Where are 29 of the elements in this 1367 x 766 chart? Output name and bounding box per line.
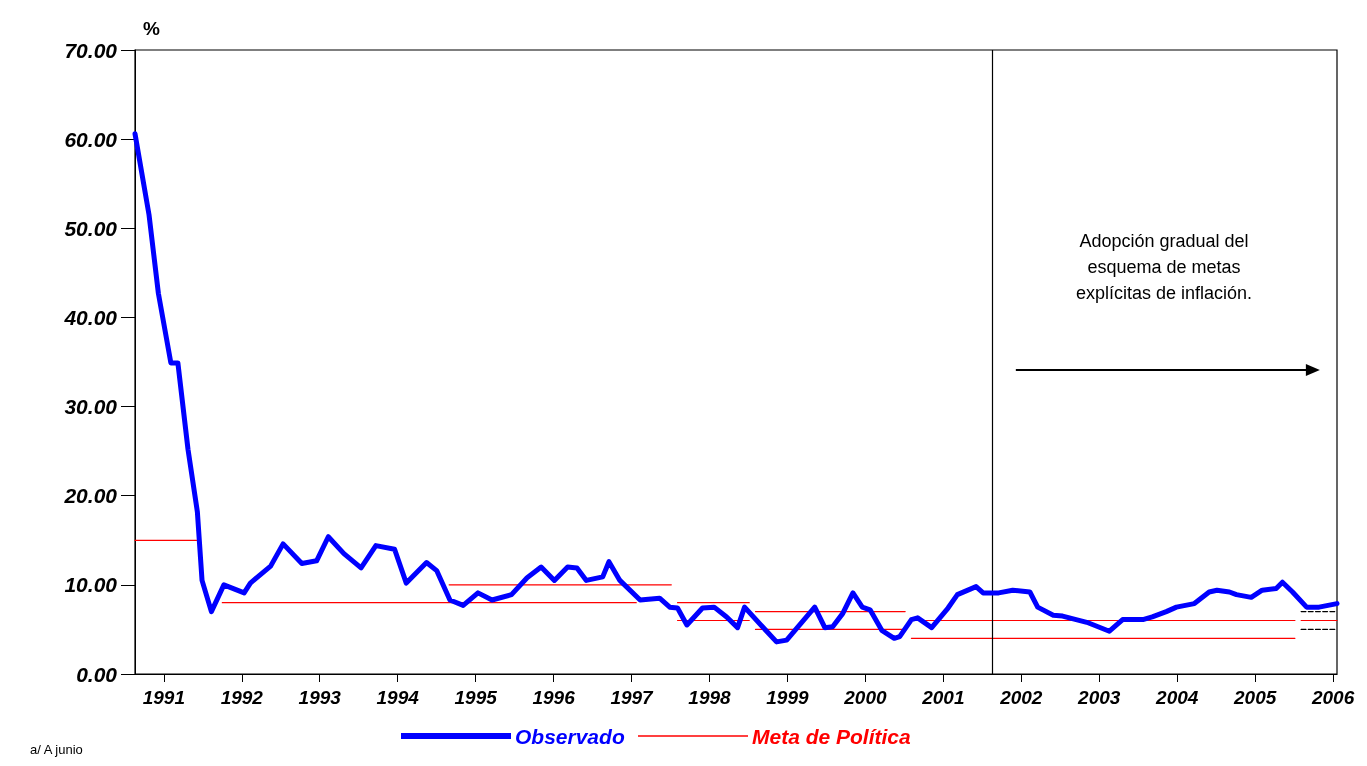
y-tick-label: 70.00: [64, 38, 118, 62]
text: Observado: [515, 724, 625, 748]
x-tick-label: 1998: [688, 687, 732, 708]
x-tick-label: 1991: [142, 687, 185, 708]
x-tick-label: 1994: [376, 687, 420, 708]
x-tick-label: 2002: [999, 687, 1043, 708]
y-tick-label: 50.00: [64, 216, 118, 240]
x-tick-label: 1992: [220, 687, 264, 708]
y-axis-title: %: [143, 18, 160, 39]
x-tick-label: 2005: [1233, 687, 1277, 708]
x-tick-label: 1995: [454, 687, 498, 708]
x-tick-label: 1997: [610, 687, 655, 708]
y-tick-label: 40.00: [63, 305, 118, 329]
x-tick-label: 2006: [1310, 687, 1355, 708]
x-tick-label: 1996: [532, 687, 576, 708]
y-tick-label: 30.00: [64, 395, 118, 419]
y-tick-label: 0.00: [76, 662, 118, 686]
text: a/ A junio: [30, 742, 83, 757]
x-tick-label: 2003: [1077, 687, 1121, 708]
x-tick-label: 2000: [843, 687, 887, 708]
x-tick-label: 1993: [298, 687, 342, 708]
x-tick-label: 1999: [766, 687, 810, 708]
y-tick-label: 20.00: [63, 484, 118, 508]
annotation: Adopción gradual del esquema de metas explícitas de inflación.: [1075, 231, 1252, 304]
y-tick-label: 10.00: [64, 573, 118, 597]
y-tick-label: 60.00: [64, 127, 118, 151]
x-tick-label: 2004: [1155, 687, 1199, 708]
text: Meta de Política: [752, 724, 912, 748]
x-tick-label: 2001: [921, 687, 965, 708]
